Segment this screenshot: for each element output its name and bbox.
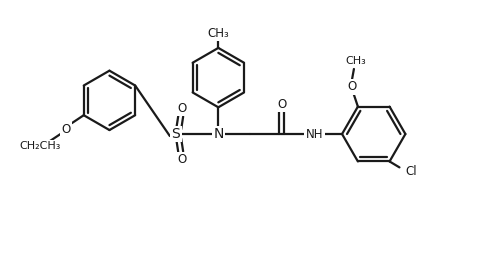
Text: O: O (62, 123, 70, 135)
Text: O: O (177, 102, 186, 115)
Text: NH: NH (306, 128, 323, 141)
Text: O: O (277, 98, 286, 111)
Text: O: O (348, 80, 356, 93)
Text: O: O (177, 153, 186, 166)
Text: Cl: Cl (406, 165, 417, 178)
Text: CH₂CH₃: CH₂CH₃ (20, 141, 61, 151)
Text: CH₃: CH₃ (208, 27, 229, 39)
Text: CH₃: CH₃ (346, 56, 366, 66)
Text: N: N (213, 127, 224, 141)
Text: S: S (172, 127, 180, 141)
